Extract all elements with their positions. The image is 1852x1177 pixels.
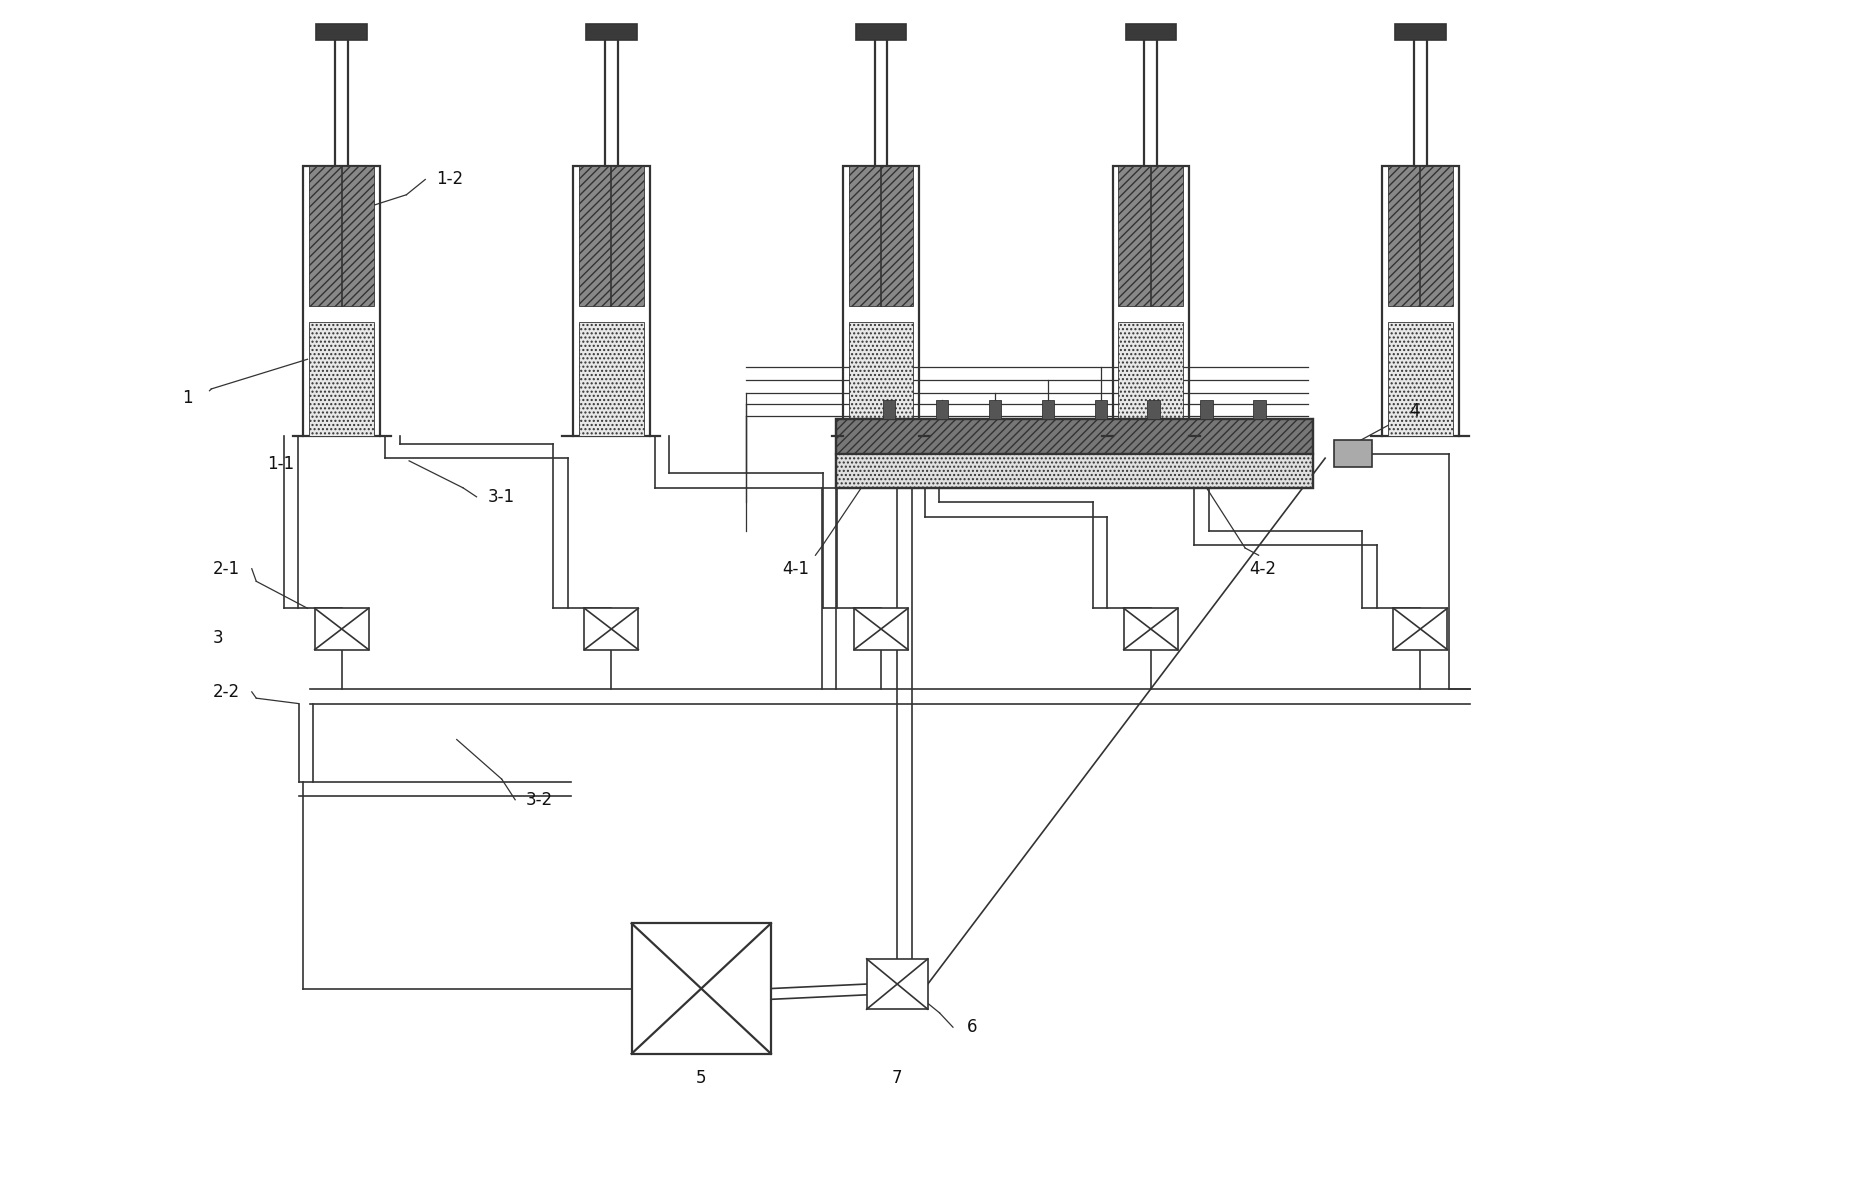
Text: 4: 4 — [1409, 401, 1420, 419]
Bar — [854, 609, 907, 650]
Text: 1-1: 1-1 — [267, 455, 294, 473]
Bar — [1119, 166, 1183, 306]
Bar — [1382, 166, 1459, 435]
Bar — [848, 322, 913, 435]
Bar — [1148, 400, 1159, 419]
Bar — [835, 419, 1313, 487]
Bar — [1119, 322, 1183, 435]
Bar — [572, 166, 650, 435]
Bar — [843, 166, 919, 435]
Bar — [1387, 166, 1452, 306]
Bar — [1041, 400, 1054, 419]
Bar — [1200, 400, 1213, 419]
Bar — [835, 453, 1313, 487]
Bar — [1254, 400, 1267, 419]
Text: 3-1: 3-1 — [487, 487, 515, 506]
Text: 4-1: 4-1 — [782, 560, 809, 578]
Text: 2-1: 2-1 — [213, 560, 241, 578]
Bar — [587, 24, 637, 40]
Text: 6: 6 — [967, 1018, 978, 1036]
Bar — [835, 419, 1313, 453]
Bar — [867, 959, 928, 1009]
Bar — [580, 166, 644, 306]
Bar — [1387, 322, 1452, 435]
Bar — [580, 322, 644, 435]
Bar — [1333, 440, 1372, 467]
Text: 7: 7 — [893, 1070, 902, 1088]
Bar — [848, 166, 913, 306]
Bar — [304, 166, 380, 435]
Bar — [1393, 609, 1448, 650]
Bar — [315, 609, 369, 650]
Text: 4-2: 4-2 — [1250, 560, 1276, 578]
Bar — [309, 322, 374, 435]
Bar — [585, 609, 639, 650]
Text: 2-2: 2-2 — [213, 683, 241, 700]
Text: 1-2: 1-2 — [435, 171, 463, 188]
Text: 1: 1 — [181, 388, 193, 407]
Bar — [883, 400, 895, 419]
Text: 3: 3 — [213, 629, 222, 647]
Bar — [1095, 400, 1107, 419]
Bar — [309, 166, 374, 306]
Bar — [1124, 609, 1178, 650]
Bar — [1395, 24, 1446, 40]
Bar — [856, 24, 906, 40]
Bar — [632, 924, 770, 1053]
Text: 5: 5 — [696, 1070, 706, 1088]
Bar — [1113, 166, 1189, 435]
Bar — [989, 400, 1002, 419]
Bar — [317, 24, 367, 40]
Bar — [1126, 24, 1176, 40]
Bar — [935, 400, 948, 419]
Text: 3-2: 3-2 — [526, 791, 554, 809]
